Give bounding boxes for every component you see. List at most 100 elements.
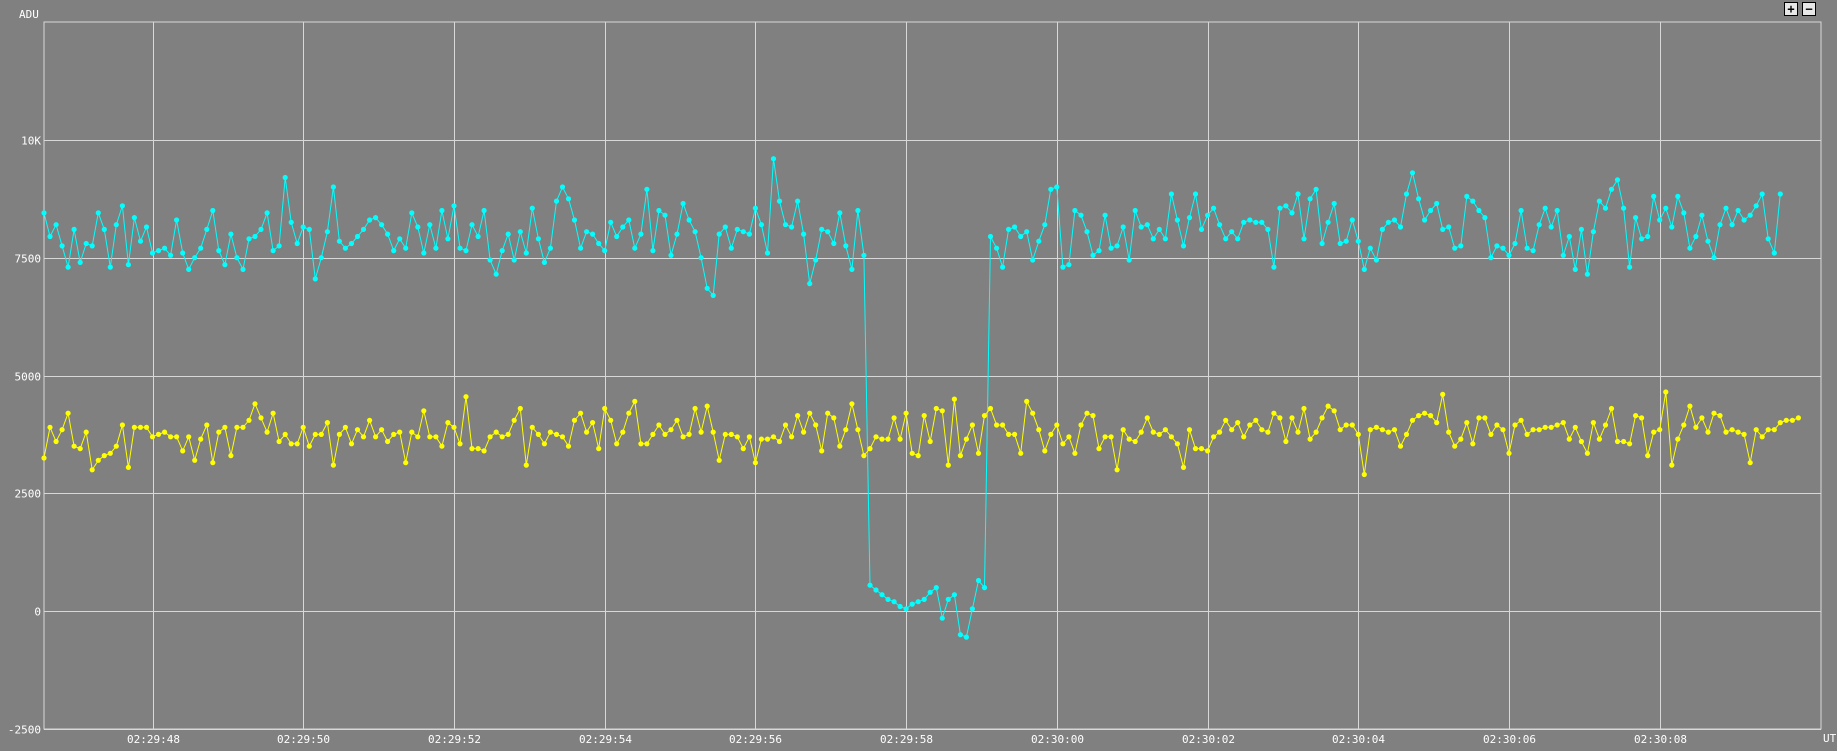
data-point [1385, 219, 1391, 225]
data-point [1120, 224, 1126, 230]
data-point [517, 405, 523, 412]
data-point [83, 240, 89, 247]
data-point [584, 229, 590, 235]
data-point [1162, 427, 1168, 433]
data-point [1162, 236, 1168, 242]
data-point [1192, 446, 1199, 452]
data-point [270, 410, 276, 416]
data-point [1168, 191, 1174, 197]
data-point [1783, 417, 1789, 423]
data-point [433, 434, 439, 440]
data-point [1108, 245, 1114, 251]
data-point [1373, 424, 1379, 430]
data-point [1223, 236, 1229, 242]
data-point [1144, 415, 1150, 421]
x-tick-label: 02:30:04 [1332, 733, 1385, 746]
data-point [1018, 450, 1024, 456]
data-point [873, 434, 879, 440]
data-point [1705, 238, 1711, 244]
data-point [252, 401, 258, 407]
data-point [825, 410, 831, 416]
data-point [1277, 205, 1283, 211]
data-point [915, 599, 921, 605]
data-point [89, 243, 95, 249]
data-point [186, 266, 192, 272]
data-point [734, 434, 740, 440]
data-point [1211, 434, 1217, 440]
data-point [149, 250, 156, 256]
data-point [1753, 427, 1759, 433]
data-point [1578, 226, 1584, 232]
data-point [819, 448, 825, 454]
data-point [391, 431, 397, 437]
data-point [101, 226, 107, 232]
data-point [1645, 453, 1651, 459]
data-point [1434, 420, 1440, 426]
data-point [559, 434, 566, 440]
data-point [1735, 207, 1741, 214]
data-point [547, 429, 554, 435]
data-point [740, 229, 746, 235]
data-point [662, 431, 668, 437]
data-point [1560, 252, 1566, 258]
zoom-in-button[interactable]: + [1784, 2, 1798, 16]
data-point [698, 255, 704, 261]
data-point [71, 443, 77, 449]
data-point [1500, 245, 1506, 251]
data-point [1554, 422, 1560, 428]
data-point [360, 226, 367, 232]
data-point [638, 441, 644, 447]
data-point [668, 252, 674, 258]
data-point [210, 207, 216, 214]
data-point [433, 245, 439, 251]
data-point [354, 427, 361, 433]
data-point [861, 252, 867, 258]
data-point [1180, 464, 1187, 470]
data-point [1428, 413, 1434, 419]
data-point [258, 415, 264, 421]
x-axis-label: UT [1823, 732, 1837, 745]
zoom-out-button[interactable]: − [1802, 2, 1816, 16]
data-point [517, 229, 523, 235]
data-point [951, 592, 958, 598]
data-point [801, 231, 807, 237]
data-point [1096, 446, 1102, 452]
data-point [553, 431, 560, 437]
data-point [264, 429, 270, 435]
data-point [644, 186, 650, 192]
data-point [1524, 245, 1530, 251]
data-point [1795, 415, 1801, 421]
data-point [89, 467, 95, 473]
data-point [867, 582, 873, 588]
data-point [716, 457, 722, 463]
data-point [535, 236, 542, 242]
data-point [246, 417, 252, 423]
data-point [1560, 420, 1566, 426]
data-point [1500, 427, 1506, 433]
data-point [596, 446, 602, 452]
data-point [710, 292, 716, 298]
data-point [1283, 203, 1289, 209]
data-point [1367, 427, 1373, 433]
x-axis-ticks: 02:29:48 02:29:50 02:29:52 02:29:54 02:29:56… [127, 733, 1687, 746]
data-point [415, 224, 421, 230]
data-point [421, 408, 427, 414]
data-point [1000, 422, 1006, 428]
data-point [1355, 431, 1361, 437]
data-point [65, 410, 71, 416]
data-point [475, 233, 481, 240]
data-point [204, 422, 210, 428]
data-point [1476, 415, 1482, 421]
data-point [162, 429, 168, 435]
data-point [915, 453, 921, 459]
data-point [758, 222, 765, 228]
data-point [770, 156, 777, 162]
data-point [1681, 210, 1687, 216]
data-point [131, 424, 137, 430]
data-point [1446, 429, 1452, 435]
data-point [1349, 217, 1355, 223]
data-point [1180, 243, 1187, 249]
data-point [1030, 410, 1036, 416]
data-point [752, 460, 759, 466]
data-point [1108, 434, 1114, 440]
